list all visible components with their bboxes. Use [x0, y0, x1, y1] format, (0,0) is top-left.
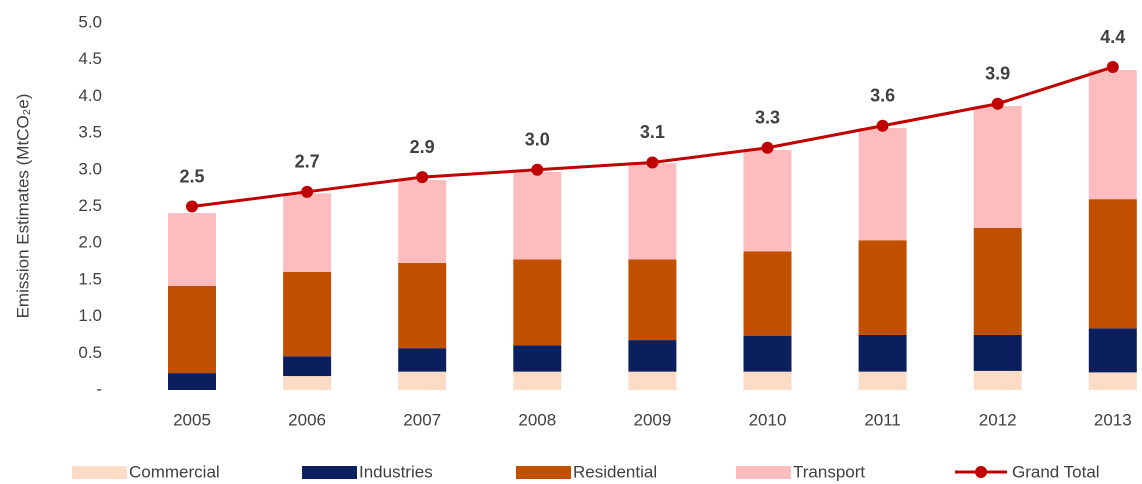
bar-segment: [973, 105, 1022, 228]
bar-segment: [168, 373, 216, 390]
bar-segment: [858, 240, 907, 335]
total-point: [876, 119, 889, 132]
legend-marker: [975, 466, 987, 478]
bar-segment: [168, 213, 216, 286]
bar-segment: [628, 163, 677, 260]
y-tick-label: -: [96, 379, 102, 398]
value-label: 2.9: [410, 137, 435, 157]
x-tick-label: 2006: [288, 410, 326, 429]
total-point: [1106, 61, 1119, 74]
legend-label: Industries: [359, 462, 433, 481]
bar-segment: [398, 371, 447, 390]
legend-label: Commercial: [129, 462, 220, 481]
bar-segment: [513, 371, 562, 390]
legend-swatch: [72, 466, 127, 479]
y-tick-label: 2.5: [78, 196, 102, 215]
x-tick-label: 2010: [749, 410, 787, 429]
value-label: 3.3: [755, 108, 780, 128]
total-point: [531, 163, 544, 176]
legend-swatch: [736, 466, 791, 479]
total-point: [186, 200, 198, 213]
bar-segment: [973, 370, 1022, 390]
bar-segment: [513, 259, 562, 346]
total-point: [416, 171, 429, 184]
bar-segment: [743, 371, 792, 390]
y-tick-label: 0.5: [78, 343, 102, 362]
y-tick-label: 4.5: [78, 49, 102, 68]
value-label: 3.9: [985, 63, 1010, 83]
x-tick-label: 2008: [518, 410, 556, 429]
bar-segment: [283, 356, 332, 377]
bar-segment: [513, 345, 562, 372]
value-label: 3.1: [640, 122, 665, 142]
bar-segment: [628, 371, 677, 390]
bar-segment: [628, 259, 677, 341]
total-point: [761, 141, 774, 154]
y-tick-label: 3.0: [78, 159, 102, 178]
total-point: [646, 156, 659, 169]
y-tick-label: 5.0: [78, 12, 102, 31]
bar-segment: [858, 334, 907, 372]
y-axis-label: Emission Estimates (MtCO₂e): [13, 94, 32, 319]
x-tick-label: 2005: [173, 410, 211, 429]
bar-segment: [283, 193, 332, 272]
bar-segment: [513, 172, 562, 260]
legend-swatch: [516, 466, 571, 479]
bar-segment: [628, 340, 677, 372]
bar-segment: [1088, 328, 1137, 373]
value-label: 2.5: [179, 166, 204, 186]
bar-segment: [283, 376, 332, 390]
x-tick-label: 2007: [403, 410, 441, 429]
x-tick-label: 2013: [1094, 410, 1132, 429]
value-label: 4.4: [1100, 27, 1125, 47]
legend-label: Transport: [793, 462, 865, 481]
legend-swatch: [302, 466, 357, 479]
bar-segment: [743, 149, 792, 252]
legend-label: Grand Total: [1012, 462, 1100, 481]
total-point: [301, 185, 314, 198]
bar-segment: [1088, 372, 1137, 390]
bar-segment: [743, 251, 792, 336]
bar-segment: [973, 334, 1022, 371]
bar-segment: [398, 180, 447, 264]
value-label: 3.0: [525, 130, 550, 150]
bar-segment: [858, 371, 907, 390]
legend-label: Residential: [573, 462, 657, 481]
bar-segment: [973, 227, 1022, 335]
y-tick-label: 4.0: [78, 86, 102, 105]
x-tick-label: 2011: [864, 410, 901, 429]
bar-segment: [168, 285, 216, 374]
bar-segment: [398, 263, 447, 349]
x-tick-label: 2012: [979, 410, 1017, 429]
y-tick-label: 2.0: [78, 233, 102, 252]
x-tick-label: 2009: [633, 410, 671, 429]
bar-segment: [283, 271, 332, 357]
y-tick-label: 1.5: [78, 269, 102, 288]
total-point: [991, 97, 1004, 110]
bar-segment: [743, 335, 792, 372]
bar-segment: [1088, 199, 1137, 329]
bar-segment: [1088, 69, 1137, 200]
value-label: 3.6: [870, 86, 895, 106]
y-tick-label: 3.5: [78, 123, 102, 142]
bar-segment: [858, 127, 907, 241]
value-label: 2.7: [295, 152, 320, 172]
y-tick-label: 1.0: [78, 306, 102, 325]
bar-segment: [398, 348, 447, 372]
